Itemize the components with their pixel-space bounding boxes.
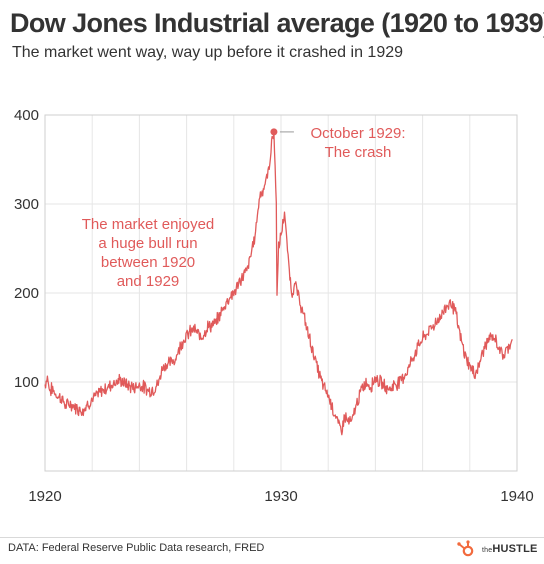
x-tick-labels: 1920 1930 1940 xyxy=(28,488,533,505)
hustle-logo: theHUSTLE xyxy=(456,540,538,558)
logo-prefix: the xyxy=(482,547,493,554)
plot-frame xyxy=(44,114,518,472)
y-tick-label: 300 xyxy=(14,196,39,213)
crash-annotation-line: October 1929: xyxy=(310,125,405,142)
line-chart: 100 200 300 400 1920 1930 1940 October 1929: T… xyxy=(14,107,534,505)
series-layer xyxy=(44,130,513,436)
logo-text: theHUSTLE xyxy=(482,543,538,555)
bull-run-annotation-line: between 1920 xyxy=(101,254,195,271)
series-line xyxy=(44,130,513,436)
footer-divider xyxy=(0,537,544,538)
logo-name: HUSTLE xyxy=(492,543,538,555)
annotation-layer: October 1929: The crash The market enjoyed… xyxy=(82,125,406,290)
x-tick-label: 1940 xyxy=(500,488,533,505)
y-tick-label: 200 xyxy=(14,285,39,302)
y-tick-labels: 100 200 300 400 xyxy=(14,107,39,391)
y-tick-label: 100 xyxy=(14,374,39,391)
y-tick-label: 400 xyxy=(14,107,39,124)
crash-annotation-line: The crash xyxy=(325,144,392,161)
chart-subtitle: The market went way, way up before it cr… xyxy=(12,44,404,61)
chart-title: Dow Jones Industrial average (1920 to 19… xyxy=(10,8,544,38)
bull-run-annotation-line: a huge bull run xyxy=(98,235,197,252)
bull-run-annotation-line: The market enjoyed xyxy=(82,216,215,233)
crash-peak-marker xyxy=(270,128,278,136)
hubspot-sprocket-icon xyxy=(457,540,474,557)
gridlines xyxy=(44,114,518,472)
source-note: DATA: Federal Reserve Public Data resear… xyxy=(8,542,265,554)
x-tick-label: 1930 xyxy=(264,488,297,505)
bull-run-annotation-line: and 1929 xyxy=(117,273,180,290)
x-tick-label: 1920 xyxy=(28,488,61,505)
